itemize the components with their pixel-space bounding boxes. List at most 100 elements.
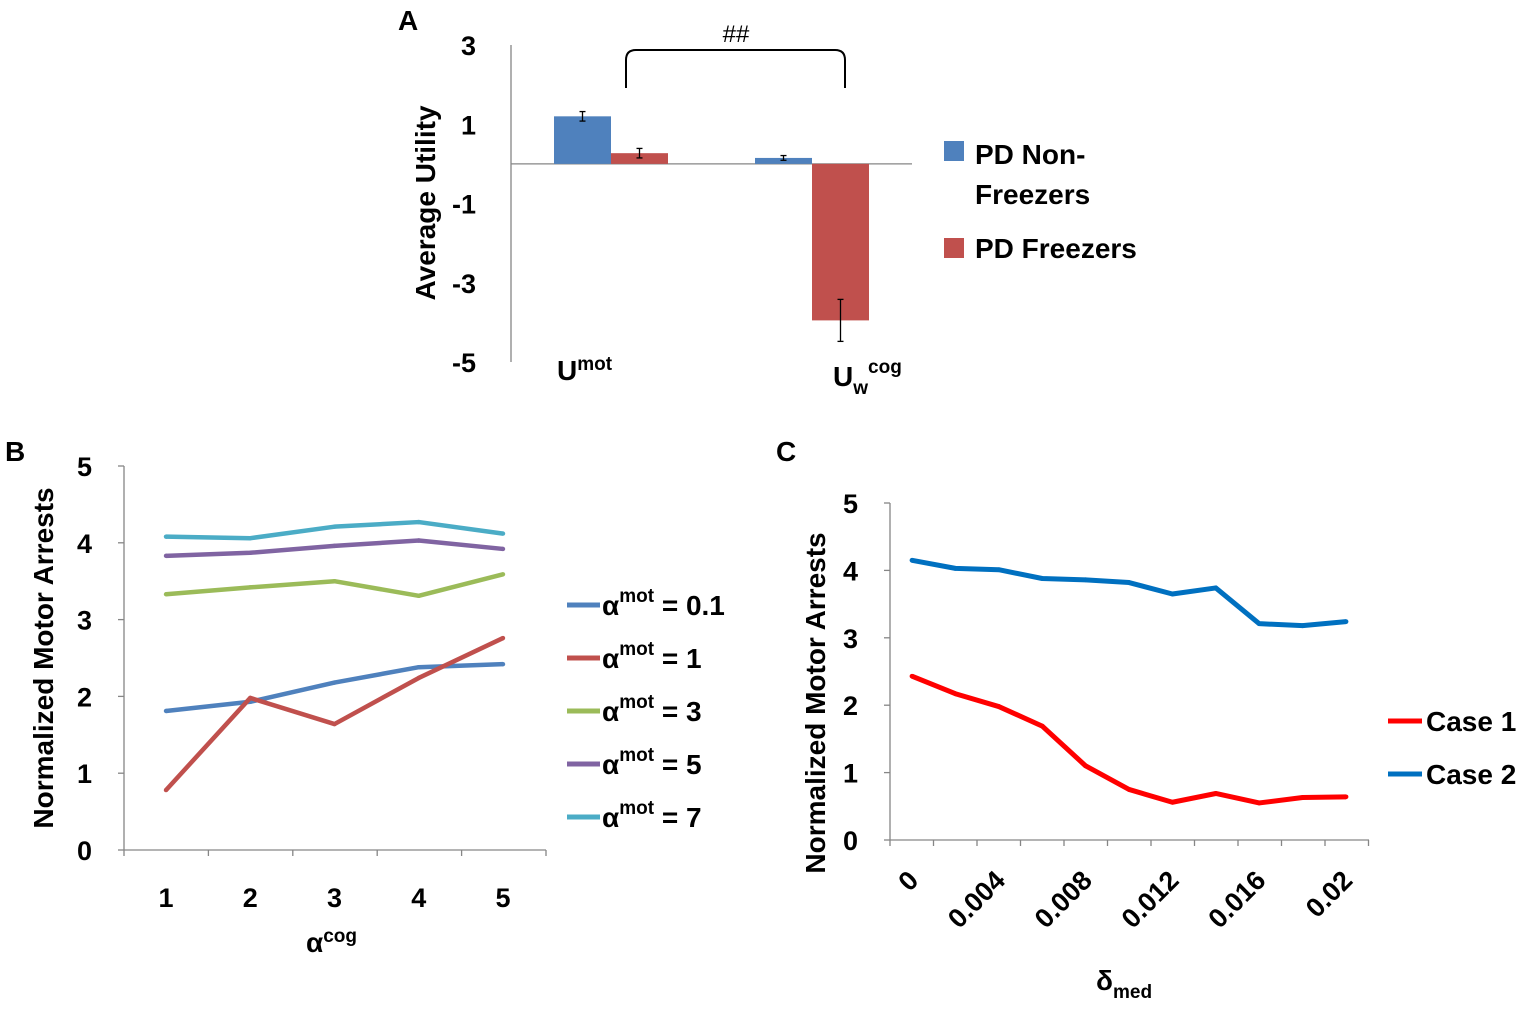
data-point <box>1256 800 1262 806</box>
category-sub: w <box>852 378 868 399</box>
legend-label-base: α <box>602 696 619 727</box>
series-line <box>911 673 1347 806</box>
legend-label-value: = 0.1 <box>654 590 725 621</box>
data-point <box>1039 723 1045 729</box>
series-line <box>165 572 504 599</box>
legend-label-sup: mot <box>619 798 655 819</box>
data-point <box>500 661 506 667</box>
data-point <box>500 546 506 552</box>
y-tick-label: 0 <box>77 836 92 866</box>
data-point <box>416 665 421 670</box>
y-tick-label: 3 <box>77 606 92 636</box>
data-point <box>1300 623 1305 629</box>
data-point <box>332 543 337 549</box>
legend-label: PD Non- <box>975 139 1085 170</box>
x-tick-label: 0.016 <box>1202 865 1271 934</box>
y-axis-title: Average Utility <box>410 105 441 300</box>
x-axis-title-base: δ <box>1096 965 1113 996</box>
data-point <box>1039 576 1045 581</box>
data-point <box>416 675 421 681</box>
legend-label: αmot = 1 <box>602 639 702 674</box>
legend-label-sup: mot <box>619 586 655 607</box>
significance-bracket <box>625 49 846 88</box>
x-tick-label: 0.02 <box>1300 865 1358 923</box>
legend-label-value: = 3 <box>654 696 701 727</box>
y-tick-label: 3 <box>461 31 476 61</box>
bar <box>812 163 869 321</box>
data-point <box>163 708 169 714</box>
data-point <box>996 704 1002 709</box>
y-tick-label: 4 <box>77 529 92 559</box>
y-tick-label: 5 <box>77 452 92 482</box>
data-point <box>1170 799 1175 805</box>
data-point <box>1083 577 1088 583</box>
legend-label: αmot = 5 <box>602 745 702 780</box>
y-tick-label: 2 <box>843 691 858 721</box>
data-point <box>1343 619 1349 625</box>
legend-label-sup: mot <box>619 692 655 713</box>
legend-label-sup: mot <box>619 639 655 660</box>
category-sup: mot <box>577 354 613 375</box>
data-point <box>248 535 253 541</box>
y-tick-label: 2 <box>77 682 92 712</box>
x-axis-title: αcog <box>306 926 357 958</box>
data-point <box>1126 787 1132 792</box>
legend-label: PD Freezers <box>975 233 1137 264</box>
data-point <box>500 635 506 641</box>
y-tick-label: -5 <box>452 348 476 378</box>
x-tick-label: 3 <box>327 883 342 913</box>
x-axis-title-base: α <box>306 927 323 958</box>
data-point <box>1213 791 1219 796</box>
data-point <box>332 721 337 727</box>
x-axis-title-sup: cog <box>323 926 357 947</box>
panel-label-b: B <box>5 436 25 467</box>
legend-label-value: = 5 <box>654 749 701 780</box>
x-axis-title: δmed <box>1096 965 1152 1003</box>
data-point <box>332 524 337 529</box>
significance-annotation: ## <box>723 21 750 48</box>
data-point <box>416 538 421 543</box>
y-tick-label: 1 <box>843 759 858 789</box>
x-tick-label: 0.008 <box>1029 865 1098 934</box>
category-label: Umot <box>557 354 613 386</box>
data-point <box>163 553 169 559</box>
y-tick-label: 4 <box>843 556 858 586</box>
legend-label-sup: mot <box>619 745 655 766</box>
category-base: U <box>557 355 577 386</box>
data-point <box>909 557 915 563</box>
x-tick-label: 4 <box>411 883 426 913</box>
data-point <box>500 531 506 536</box>
series-line <box>911 557 1347 629</box>
data-point <box>248 585 253 590</box>
x-tick-label: 2 <box>243 883 258 913</box>
x-tick-label: 0.012 <box>1116 865 1185 934</box>
legend-label: Freezers <box>975 179 1090 210</box>
x-tick-label: 5 <box>495 883 510 913</box>
panel-c: C 0 1 2 3 4 5 0 0.004 0.008 0.012 0.016 0.02 Normaliz… <box>776 436 1516 1003</box>
data-point <box>1300 795 1305 800</box>
data-point <box>1083 763 1088 769</box>
data-point <box>163 787 169 793</box>
y-tick-label: -1 <box>452 190 476 220</box>
data-point <box>416 519 421 525</box>
y-tick-label: 1 <box>461 110 476 140</box>
legend-swatch <box>944 238 964 258</box>
legend-swatch <box>944 141 964 161</box>
data-point <box>1126 580 1132 585</box>
category-base: U <box>833 361 853 392</box>
x-tick-label: 1 <box>158 883 173 913</box>
data-point <box>1170 591 1175 597</box>
data-point <box>1256 621 1262 627</box>
legend-label-base: α <box>602 749 619 780</box>
data-point <box>953 565 958 571</box>
legend-label: Case 1 <box>1426 706 1516 737</box>
series-line <box>164 635 504 792</box>
data-point <box>163 534 169 539</box>
data-point <box>416 593 421 598</box>
y-tick-label: 3 <box>843 624 858 654</box>
legend-label: αmot = 0.1 <box>602 586 725 621</box>
x-axis-title-sub: med <box>1113 982 1152 1003</box>
category-label: Uwcog <box>833 357 902 399</box>
legend-label: αmot = 7 <box>602 798 702 833</box>
